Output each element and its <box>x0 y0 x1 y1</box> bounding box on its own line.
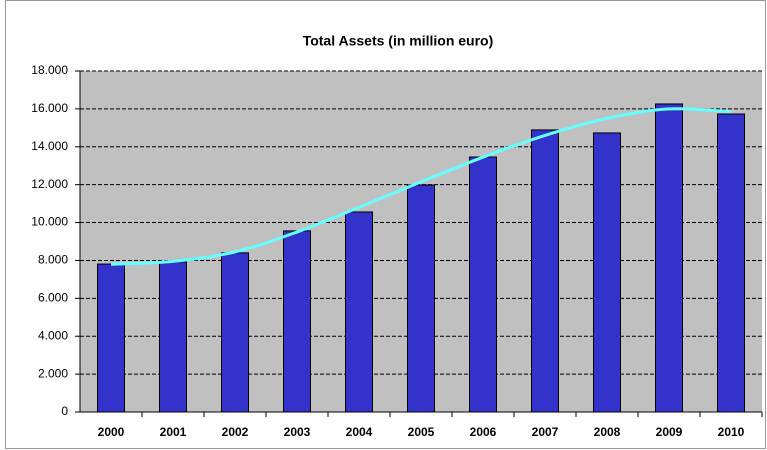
y-tick-label: 18.000 <box>31 63 68 77</box>
bar <box>221 252 249 413</box>
bar <box>593 132 621 413</box>
bar <box>407 184 435 413</box>
bar <box>469 156 497 413</box>
bar <box>283 230 311 413</box>
y-tick-label: 12.000 <box>31 177 68 191</box>
y-tick-label: 2.000 <box>38 366 68 380</box>
x-tick-label: 2005 <box>408 425 435 439</box>
x-tick-label: 2004 <box>346 425 373 439</box>
y-tick-label: 14.000 <box>31 139 68 153</box>
x-tick-label: 2007 <box>532 425 559 439</box>
bar <box>159 261 187 413</box>
y-tick-label: 10.000 <box>31 215 68 229</box>
x-tick-label: 2001 <box>160 425 187 439</box>
bar <box>717 113 745 413</box>
y-tick-label: 16.000 <box>31 101 68 115</box>
bar <box>345 211 373 413</box>
x-tick-label: 2002 <box>222 425 249 439</box>
x-tick-label: 2009 <box>656 425 683 439</box>
x-tick-label: 2003 <box>284 425 311 439</box>
x-tick-label: 2006 <box>470 425 497 439</box>
y-tick-label: 8.000 <box>38 253 68 267</box>
bar <box>531 129 559 413</box>
bar <box>655 103 683 413</box>
y-tick-label: 0 <box>61 404 68 418</box>
y-tick-label: 4.000 <box>38 328 68 342</box>
x-tick-label: 2008 <box>594 425 621 439</box>
x-tick-label: 2010 <box>718 425 745 439</box>
x-tick-label: 2000 <box>98 425 125 439</box>
trend-line <box>110 107 732 266</box>
bar <box>97 263 125 413</box>
y-tick-label: 6.000 <box>38 291 68 305</box>
chart-title: Total Assets (in million euro) <box>303 33 494 49</box>
